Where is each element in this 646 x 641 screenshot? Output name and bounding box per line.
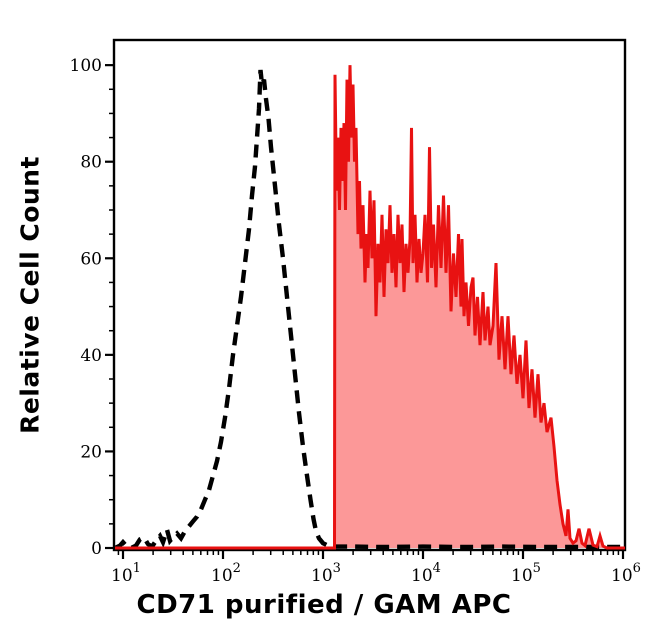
x-tick-label: 104 — [411, 561, 441, 586]
x-axis-title: CD71 purified / GAM APC — [136, 590, 512, 620]
y-tick-label: 80 — [80, 153, 102, 173]
plot-frame — [112, 38, 627, 552]
y-tick-label: 20 — [80, 442, 102, 462]
y-axis-labels: 0 20 40 60 80 100 — [70, 56, 102, 559]
stained-area-fill — [115, 65, 625, 548]
y-tick-label: 0 — [91, 539, 102, 559]
y-axis-ticks — [105, 64, 114, 550]
y-tick-label: 60 — [80, 249, 102, 269]
x-axis-labels: 101 102 103 104 105 106 — [111, 561, 641, 586]
x-tick-label: 102 — [211, 561, 241, 586]
y-tick-label: 40 — [80, 346, 102, 366]
x-tick-label: 101 — [111, 561, 141, 586]
x-axis-ticks — [117, 550, 625, 559]
y-tick-label: 100 — [70, 56, 102, 76]
control-curve-dashed — [114, 69, 625, 551]
x-tick-label: 106 — [611, 561, 641, 586]
y-axis-title: Relative Cell Count — [15, 156, 45, 434]
x-tick-label: 105 — [511, 561, 541, 586]
stained-curve — [115, 65, 625, 550]
x-tick-label: 103 — [311, 561, 341, 586]
